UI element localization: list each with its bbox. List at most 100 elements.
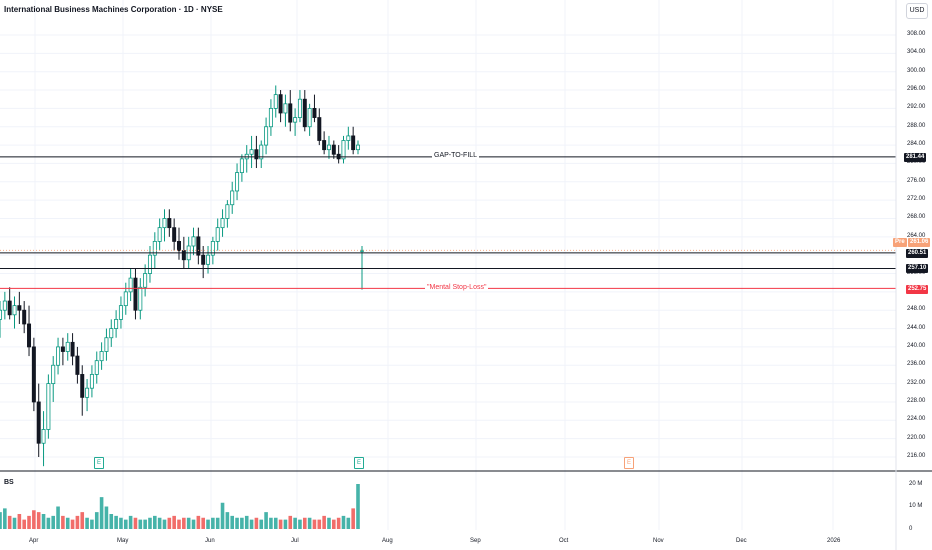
volume-bar (288, 515, 293, 529)
time-tick-label: Nov (653, 538, 664, 544)
candle-body (215, 227, 220, 242)
volume-bar (80, 512, 85, 529)
candle-body (326, 144, 331, 151)
volume-bar (12, 517, 17, 529)
candle-body (12, 305, 17, 316)
price-tag: 281.44 (904, 153, 927, 162)
candle-body (230, 190, 235, 206)
earnings-marker-icon[interactable]: E (94, 457, 104, 469)
volume-bar (61, 515, 65, 529)
candle-body (2, 300, 7, 311)
price-tick-label: 236.00 (907, 361, 926, 368)
candle-body (351, 135, 356, 151)
candle-body (56, 346, 61, 366)
currency-button[interactable]: USD (906, 3, 928, 19)
candle-body (312, 107, 317, 118)
mental-stop-loss-label[interactable]: "Mental Stop-Loss" (425, 284, 489, 291)
volume-bar (56, 506, 60, 529)
candle-body (17, 305, 22, 311)
time-tick-label: 2026 (827, 538, 841, 544)
price-tick-label: 280.00 (907, 159, 926, 166)
volume-bar (0, 512, 2, 529)
price-tick-label: 276.00 (907, 177, 926, 184)
volume-bar (230, 515, 235, 529)
price-tick-label: 264.00 (907, 232, 926, 239)
candle-body (123, 291, 128, 307)
candle-body (210, 241, 215, 256)
price-tick-label: 288.00 (907, 122, 926, 129)
volume-bar (322, 515, 326, 529)
volume-bar (302, 517, 307, 529)
candle-body (41, 429, 46, 444)
earnings-marker-icon[interactable]: E (354, 457, 364, 469)
candle-body (128, 277, 133, 293)
volume-bar (341, 515, 346, 529)
volume-bar (51, 515, 56, 529)
price-tick-label: 296.00 (907, 86, 926, 93)
candle-body (85, 387, 90, 398)
candle-body (293, 117, 298, 123)
volume-bar (346, 517, 351, 529)
volume-bar (332, 519, 336, 529)
candle-body (201, 254, 206, 265)
candle-body (341, 140, 346, 160)
volume-bar (162, 519, 167, 529)
candle-body (346, 135, 351, 141)
volume-bar (259, 519, 264, 529)
volume-bar (143, 519, 147, 529)
volume-bar (177, 519, 181, 529)
volume-label[interactable]: BS (4, 479, 14, 486)
candle-body (297, 98, 302, 118)
volume-bar (244, 515, 249, 529)
volume-tick-label: 0 (909, 526, 913, 532)
symbol-title[interactable]: International Business Machines Corporat… (4, 5, 223, 14)
time-tick-label: Aug (382, 538, 393, 544)
candle-body (176, 241, 181, 251)
candle-body (36, 401, 41, 444)
gap-to-fill-label[interactable]: GAP-TO-FILL (432, 152, 480, 159)
price-candles (0, 85, 364, 467)
volume-bar (249, 519, 254, 529)
candle-body (264, 126, 269, 146)
candle-body (104, 337, 109, 352)
candle-body (220, 218, 225, 229)
volume-bars (0, 484, 360, 529)
candle-body (307, 107, 312, 128)
candle-body (278, 94, 283, 114)
volume-bar (128, 515, 133, 529)
price-tick-label: 220.00 (907, 434, 926, 441)
volume-bar (264, 512, 268, 529)
volume-bar (254, 517, 259, 529)
candle-body (206, 254, 211, 265)
volume-bar (191, 519, 196, 529)
volume-bar (298, 519, 302, 529)
candle-body (322, 140, 327, 151)
price-tick-label: 248.00 (907, 306, 926, 313)
price-tick-label: 304.00 (907, 49, 926, 56)
volume-tick-label: 20 M (909, 481, 923, 487)
candle-body (118, 305, 123, 320)
volume-bar (7, 515, 12, 529)
volume-bar (211, 517, 215, 529)
volume-bar (22, 519, 26, 529)
candle-body (60, 346, 65, 352)
candle-body (283, 103, 288, 114)
price-tag: Pre (893, 238, 907, 247)
volume-bar (269, 517, 273, 529)
volume-bar (351, 508, 355, 529)
candle-body (239, 158, 244, 174)
candle-body (94, 360, 99, 375)
volume-bar (336, 517, 341, 529)
price-tag: 257.10 (906, 264, 929, 273)
earnings-marker-icon[interactable]: E (624, 457, 634, 469)
volume-bar (99, 497, 104, 529)
volume-bar (206, 519, 210, 529)
volume-bar (307, 517, 312, 529)
candle-body (288, 103, 293, 123)
volume-bar (148, 517, 152, 529)
candle-body (235, 172, 240, 192)
time-tick-label: Sep (470, 538, 481, 544)
volume-bar (182, 517, 186, 529)
volume-bar (94, 512, 99, 529)
